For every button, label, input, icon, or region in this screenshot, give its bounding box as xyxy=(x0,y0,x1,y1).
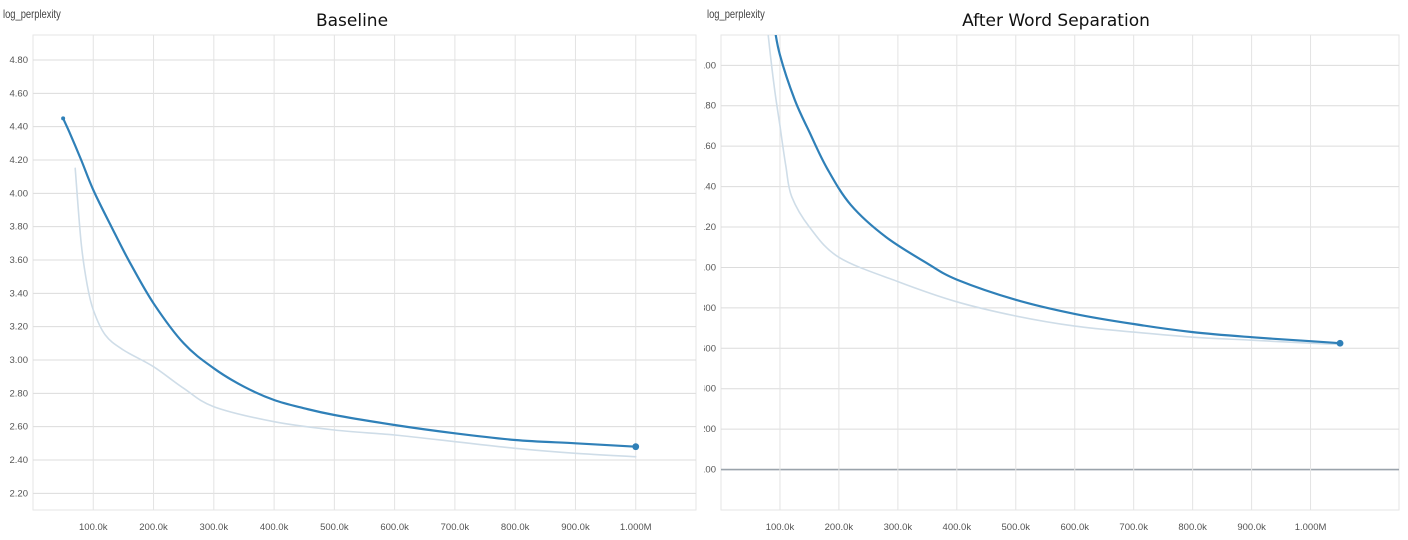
x-tick-label: 500.0k xyxy=(320,522,349,533)
x-tick-label: 1.000M xyxy=(620,522,652,533)
y-tick-label: 2.00 xyxy=(704,60,716,71)
series-end-marker xyxy=(632,443,640,451)
series-line-smoothed xyxy=(62,117,637,448)
y-tick-label: 0.600 xyxy=(704,343,716,354)
series-line-raw xyxy=(767,35,1341,346)
y-tick-label: 3.80 xyxy=(10,222,29,233)
chart-plot-baseline: 2.20 2.40 2.60 2.80 3.00 3.20 3.40 3.60 3.80 4.00… xyxy=(10,34,697,533)
y-tick-label: 0.400 xyxy=(704,384,716,395)
x-tick-label: 600.0k xyxy=(1060,522,1089,533)
y-tick-label: 1.00 xyxy=(704,262,716,273)
x-tick-label: 700.0k xyxy=(1119,522,1148,533)
y-tick-label: 3.20 xyxy=(10,322,29,333)
x-tick-label: 100.0k xyxy=(79,522,108,533)
x-tick-label: 800.0k xyxy=(1178,522,1207,533)
x-tick-label: 900.0k xyxy=(561,522,590,533)
x-tick-label: 100.0k xyxy=(766,522,795,533)
plot-frame xyxy=(32,34,697,511)
plot-frame xyxy=(720,34,1400,511)
series-line-smoothed xyxy=(774,35,1342,345)
series-line-raw xyxy=(74,167,637,458)
y-tick-label: 4.40 xyxy=(10,122,29,133)
chart-title: Baseline xyxy=(315,11,389,31)
y-tick-label: 4.00 xyxy=(10,188,29,199)
x-tick-label: 1.000M xyxy=(1295,522,1327,533)
chart-panel-baseline: log_perplexity Baseline 2.20 2.40 2.60 2.80… xyxy=(3,7,697,533)
y-tick-label: 0.00 xyxy=(704,465,716,476)
x-tick-label: 300.0k xyxy=(200,522,229,533)
y-tick-label: 2.80 xyxy=(10,388,29,399)
y-axis-label: log_perplexity xyxy=(707,7,765,21)
x-tick-label: 400.0k xyxy=(260,522,289,533)
y-tick-label: 2.60 xyxy=(10,422,29,433)
y-tick-label: 0.200 xyxy=(704,424,716,435)
y-tick-label: 3.60 xyxy=(10,255,29,266)
y-tick-label: 3.40 xyxy=(10,288,29,299)
chart-title: After Word Separation xyxy=(962,11,1150,31)
chart-plot-after-word-separation: 0.00 0.200 0.400 0.600 0.800 1.00 1.20 1.40 1.60… xyxy=(704,34,1400,533)
y-tick-label: 1.40 xyxy=(704,182,716,193)
x-tick-label: 200.0k xyxy=(139,522,168,533)
x-tick-label: 600.0k xyxy=(380,522,409,533)
x-tick-label: 500.0k xyxy=(1002,522,1031,533)
y-tick-label: 4.60 xyxy=(10,88,29,99)
series-start-marker xyxy=(61,116,66,121)
x-tick-label: 800.0k xyxy=(501,522,530,533)
x-tick-label: 300.0k xyxy=(884,522,913,533)
y-tick-label: 1.60 xyxy=(704,141,716,152)
series-end-marker xyxy=(1336,339,1344,347)
y-tick-label: 1.20 xyxy=(704,222,716,233)
chart-panel-after-word-separation: log_perplexity After Word Separation 0.0… xyxy=(704,0,1408,540)
x-tick-label: 200.0k xyxy=(825,522,854,533)
y-tick-label: 4.80 xyxy=(10,55,29,66)
y-axis-label: log_perplexity xyxy=(3,7,61,21)
x-tick-label: 900.0k xyxy=(1237,522,1266,533)
x-tick-label: 700.0k xyxy=(441,522,470,533)
y-tick-label: 3.00 xyxy=(10,355,29,366)
y-tick-label: 2.40 xyxy=(10,455,29,466)
y-tick-label: 4.20 xyxy=(10,155,29,166)
y-tick-label: 1.80 xyxy=(704,101,716,112)
x-tick-label: 400.0k xyxy=(943,522,972,533)
y-tick-label: 0.800 xyxy=(704,303,716,314)
y-tick-label: 2.20 xyxy=(10,488,29,499)
